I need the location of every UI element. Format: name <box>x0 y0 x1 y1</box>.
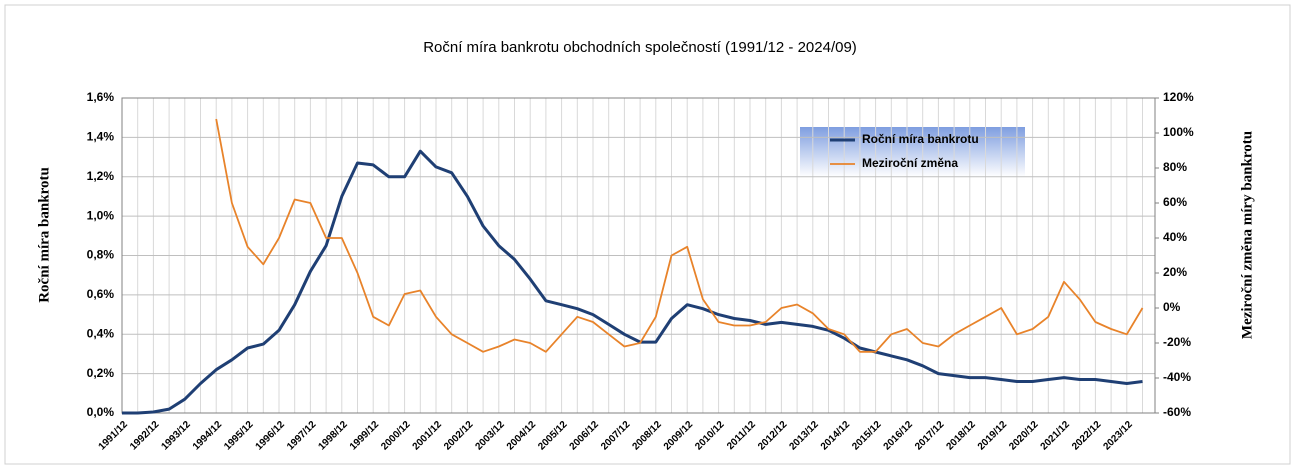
y-tick-label: 0,6% <box>87 287 115 301</box>
y-tick-label: 1,6% <box>87 90 115 104</box>
y2-tick-label: -40% <box>1163 370 1191 384</box>
frame <box>4 4 1291 465</box>
legend-label: Roční míra bankrotu <box>862 132 979 146</box>
y-tick-label: 0,8% <box>87 248 115 262</box>
legend <box>800 127 1025 177</box>
y-tick-label: 1,4% <box>87 130 115 144</box>
y2-tick-label: 100% <box>1163 125 1194 139</box>
y-tick-label: 0,4% <box>87 326 115 340</box>
series-line <box>122 149 1143 415</box>
y2-tick-label: 120% <box>1163 90 1194 104</box>
y-tick-label: 1,0% <box>87 208 115 222</box>
y2-tick-label: 40% <box>1163 230 1187 244</box>
y2-tick-label: -20% <box>1163 335 1191 349</box>
y2-tick-label: 80% <box>1163 160 1187 174</box>
chart-title: Roční míra bankrotu obchodních společnos… <box>423 39 857 56</box>
y2-axis-title: Meziroční změna míry bankrotu <box>1239 131 1255 339</box>
series-line <box>215 118 1144 353</box>
y2-tick-label: 60% <box>1163 195 1187 209</box>
plot-border <box>121 97 1156 414</box>
y-tick-label: 0,0% <box>87 405 115 419</box>
legend-label: Meziroční změna <box>862 156 958 170</box>
y-tick-label: 1,2% <box>87 169 115 183</box>
y2-tick-label: 20% <box>1163 265 1187 279</box>
y2-tick-label: -60% <box>1163 405 1191 419</box>
y-axis-title: Roční míra bankrotu <box>36 167 52 303</box>
y2-tick-label: 0% <box>1163 300 1181 314</box>
y-tick-label: 0,2% <box>87 366 115 380</box>
